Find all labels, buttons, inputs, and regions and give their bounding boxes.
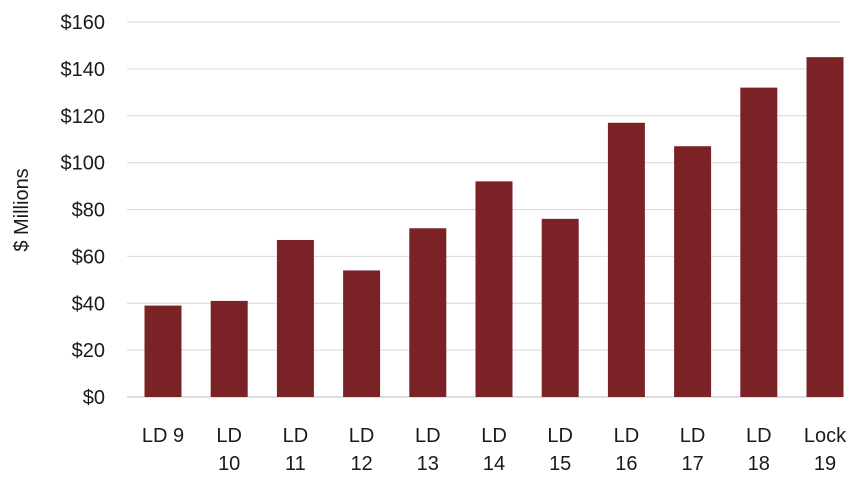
x-category-label: 11 xyxy=(285,453,306,475)
y-tick-label: $0 xyxy=(83,387,105,409)
x-category-label: LD xyxy=(283,425,309,447)
bar xyxy=(276,239,314,397)
x-category-label: LD 9 xyxy=(142,425,184,447)
x-category-label: 12 xyxy=(350,453,372,475)
x-category-label: 19 xyxy=(814,453,836,475)
x-category-label: LD xyxy=(481,425,507,447)
x-category-label: 14 xyxy=(483,453,505,475)
y-tick-label: $100 xyxy=(61,153,106,175)
y-axis-ticks: $0 $20 $40 $60 $80 $100 $120 $140 $160 xyxy=(61,12,106,409)
y-axis-title: $ Millions xyxy=(11,168,33,251)
bar xyxy=(409,228,447,397)
x-category-label: 16 xyxy=(615,453,637,475)
x-category-label: LD xyxy=(614,425,640,447)
x-category-label: 18 xyxy=(748,453,770,475)
bar xyxy=(475,181,513,397)
y-tick-label: $20 xyxy=(72,340,105,362)
x-category-label: LD xyxy=(415,425,441,447)
bar xyxy=(210,300,248,397)
y-tick-label: $160 xyxy=(61,12,106,34)
x-category-label: LD xyxy=(349,425,375,447)
x-category-label: LD xyxy=(746,425,772,447)
bar xyxy=(740,87,778,397)
y-tick-label: $60 xyxy=(72,246,105,268)
bars xyxy=(144,57,844,397)
x-category-label: LD xyxy=(680,425,706,447)
bar xyxy=(674,146,712,397)
bar xyxy=(806,57,844,397)
bar xyxy=(343,270,381,397)
y-tick-label: $120 xyxy=(61,106,106,128)
x-category-label: Lock xyxy=(804,425,847,447)
bar xyxy=(144,305,182,397)
y-tick-label: $40 xyxy=(72,293,105,315)
bar xyxy=(541,218,579,397)
x-category-label: LD xyxy=(216,425,242,447)
x-category-label: 15 xyxy=(549,453,571,475)
x-axis-category-labels: LD 9 LD 10 LD 11 LD 12 LD 13 LD 14 LD 15 LD 16 LD 17 LD 18… xyxy=(142,425,847,475)
x-category-label: 10 xyxy=(218,453,240,475)
y-tick-label: $140 xyxy=(61,59,106,81)
y-tick-label: $80 xyxy=(72,200,105,222)
x-category-label: 17 xyxy=(681,453,703,475)
x-category-label: LD xyxy=(547,425,573,447)
x-category-label: 13 xyxy=(417,453,439,475)
bar xyxy=(607,122,645,397)
